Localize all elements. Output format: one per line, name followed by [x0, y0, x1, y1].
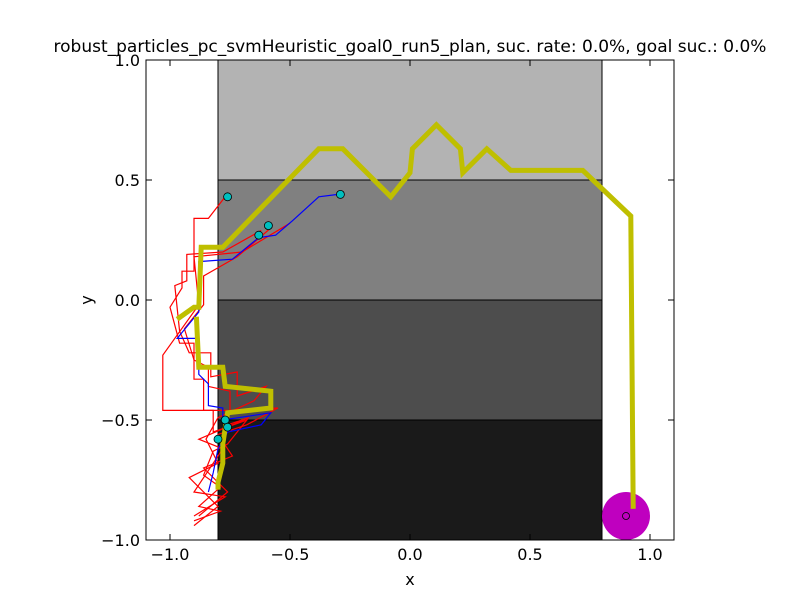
start-point-5	[223, 422, 233, 432]
plan-path-lower	[193, 316, 274, 490]
plot-area: −1.0 −0.5 0.0 0.5 1.0 −1.0 −0.5 0.0 0.5 1.0	[101, 51, 675, 564]
x-tick-label-2: 0.0	[397, 545, 422, 564]
goal-marker	[622, 512, 630, 520]
red-particle-path-2	[174, 229, 268, 527]
start-point-1	[335, 189, 345, 199]
y-tick-label-3: 0.5	[115, 171, 140, 190]
start-point-3	[254, 230, 264, 240]
start-point-6	[213, 434, 223, 444]
x-tick-label-3: 0.5	[517, 545, 542, 564]
start-point-4	[220, 415, 230, 425]
region-1	[217, 179, 603, 301]
y-tick-label-4: 1.0	[115, 51, 140, 70]
x-axis-label: x	[405, 570, 414, 589]
start-point-2	[263, 221, 273, 231]
y-axis-label: y	[77, 295, 96, 304]
x-tick-label-4: 1.0	[637, 545, 662, 564]
y-tick-label-2: 0.0	[115, 291, 140, 310]
goal-region	[602, 492, 650, 540]
x-tick-label-1: −0.5	[271, 545, 310, 564]
start-point-0	[223, 192, 233, 202]
region-2	[217, 299, 603, 421]
blue-mean-path	[175, 193, 339, 493]
y-tick-label-0: −1.0	[101, 531, 140, 550]
x-tick-label-0: −1.0	[151, 545, 190, 564]
region-3	[217, 419, 603, 541]
y-tick-label-1: −0.5	[101, 411, 140, 430]
plan-path	[175, 121, 636, 509]
chart-title: robust_particles_pc_svmHeuristic_goal0_r…	[54, 37, 767, 57]
